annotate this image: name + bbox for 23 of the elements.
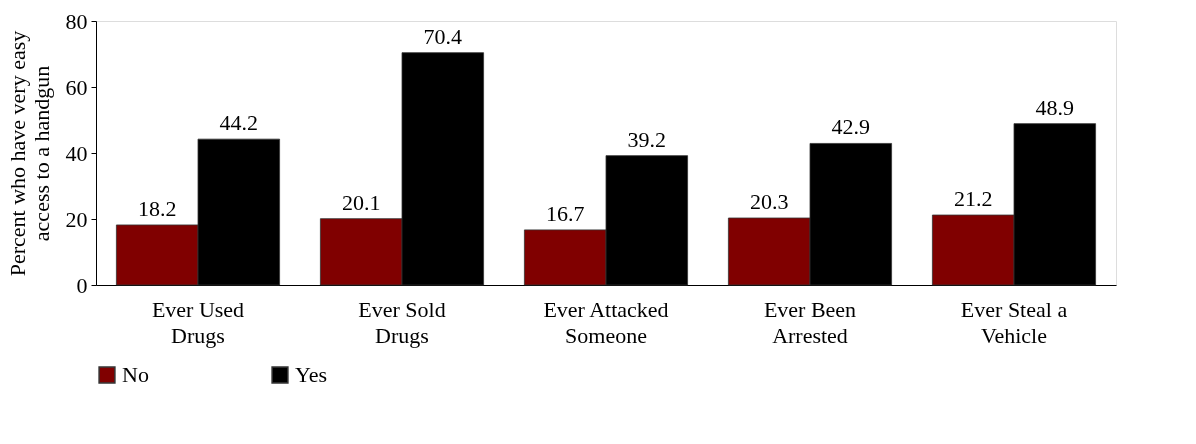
y-tick-label: 40: [65, 140, 88, 166]
y-tick-label: 20: [65, 206, 88, 232]
data-label: 44.2: [219, 110, 259, 136]
x-tick-label: Ever Been Arrested: [763, 296, 857, 348]
data-label: 42.9: [831, 114, 871, 140]
legend-label: Yes: [295, 362, 328, 387]
x-tick-label: Ever Sold Drugs: [358, 296, 446, 348]
data-label: 16.7: [545, 200, 585, 226]
data-label: 48.9: [1035, 94, 1075, 120]
y-tick-label: 80: [65, 8, 88, 34]
data-label: 20.1: [341, 189, 381, 215]
data-label: 39.2: [627, 126, 667, 152]
y-tick-label: 0: [76, 272, 88, 298]
x-tick-label: Ever Used Drugs: [151, 296, 245, 348]
data-label: 18.2: [137, 195, 177, 221]
legend-label: No: [122, 362, 149, 387]
y-tick-label: 60: [65, 74, 88, 100]
x-tick-label: Ever Steal a Vehicle: [960, 296, 1068, 348]
x-tick-label: Ever Attacked Someone: [543, 296, 669, 348]
data-label: 21.2: [953, 186, 993, 212]
y-axis-title: Percent who have very easy access to a handgun: [4, 30, 54, 277]
data-label: 20.3: [749, 189, 789, 215]
data-label: 70.4: [423, 23, 463, 49]
